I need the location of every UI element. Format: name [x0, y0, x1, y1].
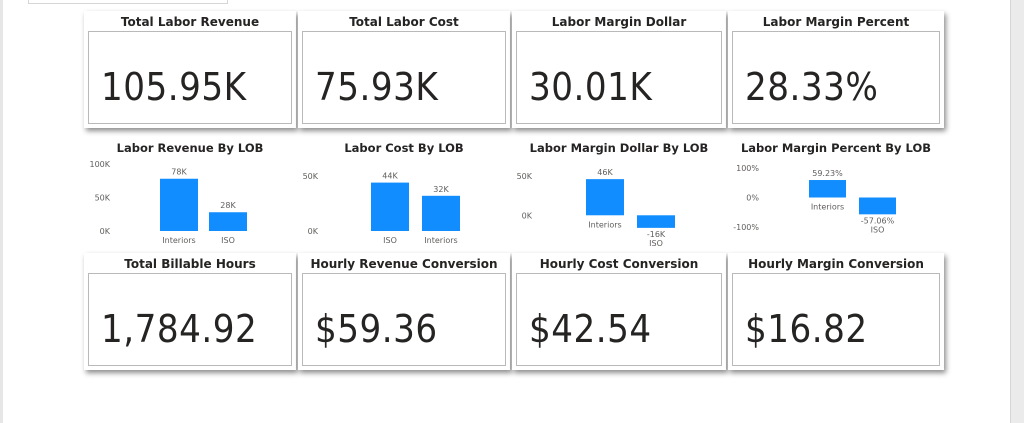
- data-label: 59.23%: [812, 169, 843, 178]
- kpi-value: 1,784.92: [101, 307, 258, 351]
- bar-interiors: [422, 195, 460, 231]
- y-tick-label: 50K: [95, 194, 111, 203]
- bar-iso: [637, 215, 675, 228]
- y-tick-label: 100K: [89, 160, 110, 169]
- kpi-box: 105.95K: [88, 31, 292, 124]
- kpi-box: 28.33%: [732, 31, 940, 124]
- kpi-value: 30.01K: [529, 65, 653, 109]
- kpi-value: 75.93K: [315, 65, 439, 109]
- kpi-value: $42.54: [529, 307, 652, 351]
- bar-iso: [371, 182, 409, 231]
- data-label: 44K: [382, 172, 398, 181]
- page-tab[interactable]: [28, 0, 228, 4]
- kpi-box: $16.82: [732, 273, 940, 366]
- kpi-card-hourly-revenue-conversion[interactable]: Hourly Revenue Conversion $59.36: [298, 253, 510, 370]
- chart-labor-revenue-by-lob[interactable]: 100K 50K 0K 78K Interiors 28K ISO: [84, 156, 296, 248]
- kpi-box: 75.93K: [302, 31, 506, 124]
- kpi-value: 105.95K: [101, 65, 247, 109]
- data-label: -16K: [647, 230, 666, 239]
- x-tick-label: Interiors: [588, 220, 621, 229]
- kpi-box: 1,784.92: [88, 273, 292, 366]
- kpi-value: $16.82: [745, 307, 868, 351]
- y-tick-label: -100%: [733, 223, 759, 232]
- kpi-title: Hourly Cost Conversion: [539, 257, 699, 271]
- x-tick-label: ISO: [871, 225, 885, 234]
- kpi-value: 28.33%: [745, 65, 879, 109]
- kpi-title: Labor Margin Dollar: [551, 15, 687, 29]
- kpi-card-hourly-cost-conversion[interactable]: Hourly Cost Conversion $42.54: [512, 253, 726, 370]
- kpi-title: Total Labor Cost: [349, 15, 459, 29]
- chart-title-labor-margin-percent-by-lob: Labor Margin Percent By LOB: [740, 141, 932, 155]
- y-tick-label: 0K: [308, 227, 319, 236]
- kpi-box: 30.01K: [516, 31, 722, 124]
- kpi-card-labor-margin-percent[interactable]: Labor Margin Percent 28.33%: [728, 11, 944, 128]
- x-tick-label: Interiors: [811, 203, 844, 212]
- data-label: 32K: [433, 185, 449, 194]
- x-tick-label: ISO: [383, 236, 397, 245]
- kpi-card-total-labor-revenue[interactable]: Total Labor Revenue 105.95K: [84, 11, 296, 128]
- chart-title-labor-margin-dollar-by-lob: Labor Margin Dollar By LOB: [529, 141, 709, 155]
- kpi-title: Total Labor Revenue: [120, 15, 260, 29]
- data-label: 78K: [171, 168, 187, 177]
- kpi-card-total-billable-hours[interactable]: Total Billable Hours 1,784.92: [84, 253, 296, 370]
- x-tick-label: ISO: [649, 239, 663, 248]
- kpi-card-total-labor-cost[interactable]: Total Labor Cost 75.93K: [298, 11, 510, 128]
- bar-interiors: [809, 180, 846, 198]
- x-tick-label: Interiors: [162, 236, 195, 245]
- y-tick-label: 100%: [736, 164, 759, 173]
- chart-labor-margin-percent-by-lob[interactable]: 100% 0% -100% 59.23% Interiors -57.06%ISO: [728, 156, 944, 248]
- x-tick-label: Interiors: [424, 236, 457, 245]
- kpi-box: $42.54: [516, 273, 722, 366]
- kpi-title: Hourly Margin Conversion: [748, 257, 924, 271]
- kpi-value: $59.36: [315, 307, 438, 351]
- kpi-card-labor-margin-dollar[interactable]: Labor Margin Dollar 30.01K: [512, 11, 726, 128]
- kpi-title: Hourly Revenue Conversion: [310, 257, 498, 271]
- bar-interiors: [160, 178, 198, 231]
- kpi-title: Total Billable Hours: [124, 257, 256, 271]
- bar-iso: [209, 212, 247, 231]
- chart-title-labor-cost-by-lob: Labor Cost By LOB: [344, 141, 464, 155]
- data-label: 46K: [597, 168, 613, 177]
- data-label: 28K: [220, 201, 236, 210]
- bar-interiors: [586, 179, 624, 216]
- chart-labor-cost-by-lob[interactable]: 50K 0K 44K ISO 32K Interiors: [298, 156, 510, 248]
- y-tick-label: 0K: [522, 211, 533, 220]
- chart-title-labor-revenue-by-lob: Labor Revenue By LOB: [116, 141, 264, 155]
- x-tick-label: ISO: [221, 236, 235, 245]
- y-tick-label: 50K: [517, 172, 533, 181]
- vertical-scrollbar[interactable]: [1010, 0, 1024, 423]
- y-tick-label: 0%: [746, 194, 759, 203]
- window-left-border: [0, 0, 3, 423]
- y-tick-label: 0K: [100, 227, 111, 236]
- y-tick-label: 50K: [303, 172, 319, 181]
- kpi-card-hourly-margin-conversion[interactable]: Hourly Margin Conversion $16.82: [728, 253, 944, 370]
- bar-iso: [859, 197, 896, 215]
- kpi-box: $59.36: [302, 273, 506, 366]
- data-label: -57.06%: [861, 216, 895, 225]
- kpi-title: Labor Margin Percent: [762, 15, 910, 29]
